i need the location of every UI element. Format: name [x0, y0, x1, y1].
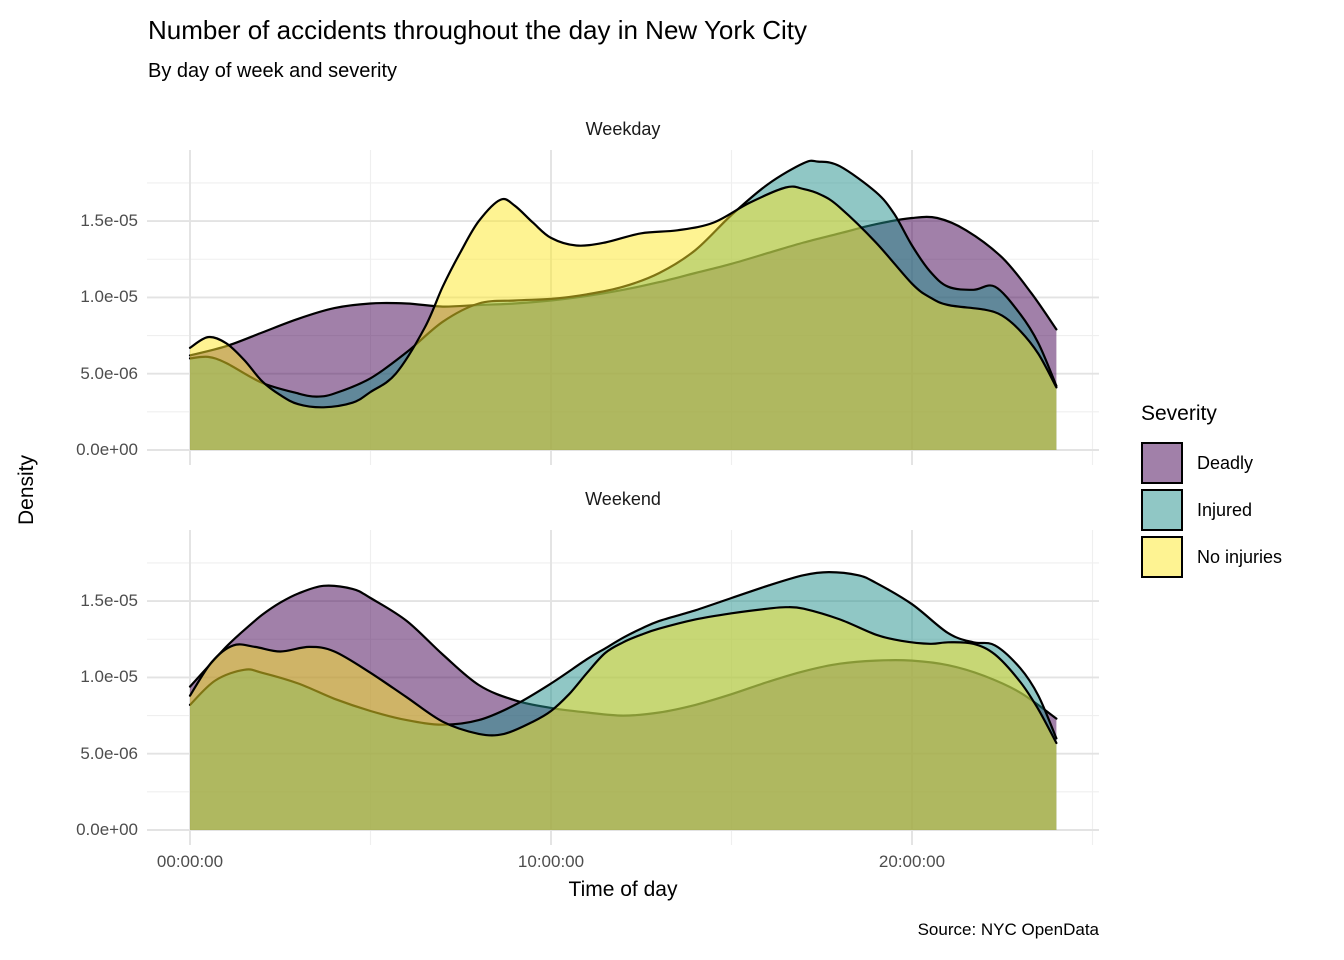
panel-weekend: [147, 530, 1099, 845]
x-tick-label: 00:00:00: [156, 852, 224, 871]
y-tick-label: 0.0e+00: [76, 440, 138, 459]
y-tick-label: 5.0e-06: [80, 363, 138, 383]
legend: Severity Deadly Injured No injuries: [1141, 402, 1282, 583]
y-tick-label: 1.5e-05: [80, 211, 138, 231]
facet-label-weekend: Weekend: [585, 489, 661, 509]
source-caption: Source: NYC OpenData: [917, 920, 1099, 939]
chart-title: Number of accidents throughout the day i…: [148, 15, 808, 45]
y-tick-label: 1.0e-05: [80, 287, 138, 307]
y-tick-label: 1.0e-05: [80, 667, 138, 687]
legend-label-injured: Injured: [1197, 499, 1253, 520]
legend-swatch-deadly: [1141, 442, 1183, 484]
density-area-weekday-no-injuries: [190, 186, 1057, 450]
x-axis-tick-labels: 00:00:00 10:00:00 20:00:00: [0, 852, 1344, 876]
x-tick-label: 10:00:00: [517, 852, 585, 871]
facet-label-weekday: Weekday: [585, 119, 661, 139]
legend-label-no-injuries: No injuries: [1197, 546, 1283, 567]
legend-item-deadly: Deadly: [1141, 442, 1282, 484]
plot-area-weekend: [147, 530, 1099, 845]
density-line-weekday-no-injuries: [188, 185, 1058, 409]
y-axis-tick-labels: 0.0e+00 5.0e-06 1.0e-05 1.5e-05 0.0e+00 5.0e-…: [0, 0, 138, 960]
density-line-weekend-no-injuries: [188, 606, 1058, 745]
legend-swatch-injured: [1141, 489, 1183, 531]
x-axis-title: Time of day: [568, 878, 678, 901]
chart-subtitle: By day of week and severity: [148, 60, 398, 82]
legend-label-deadly: Deadly: [1197, 452, 1254, 473]
x-tick-label: 20:00:00: [878, 852, 946, 871]
y-tick-label: 0.0e+00: [76, 820, 138, 839]
legend-item-no-injuries: No injuries: [1141, 536, 1282, 578]
legend-title: Severity: [1141, 402, 1217, 425]
y-tick-label: 5.0e-06: [80, 743, 138, 763]
legend-item-injured: Injured: [1141, 489, 1282, 531]
legend-swatch-no-injuries: [1141, 536, 1183, 578]
y-tick-label: 1.5e-05: [80, 591, 138, 611]
panel-weekday: [147, 150, 1099, 465]
density-area-weekend-no-injuries: [190, 607, 1057, 830]
plot-area-weekday: [147, 150, 1099, 465]
